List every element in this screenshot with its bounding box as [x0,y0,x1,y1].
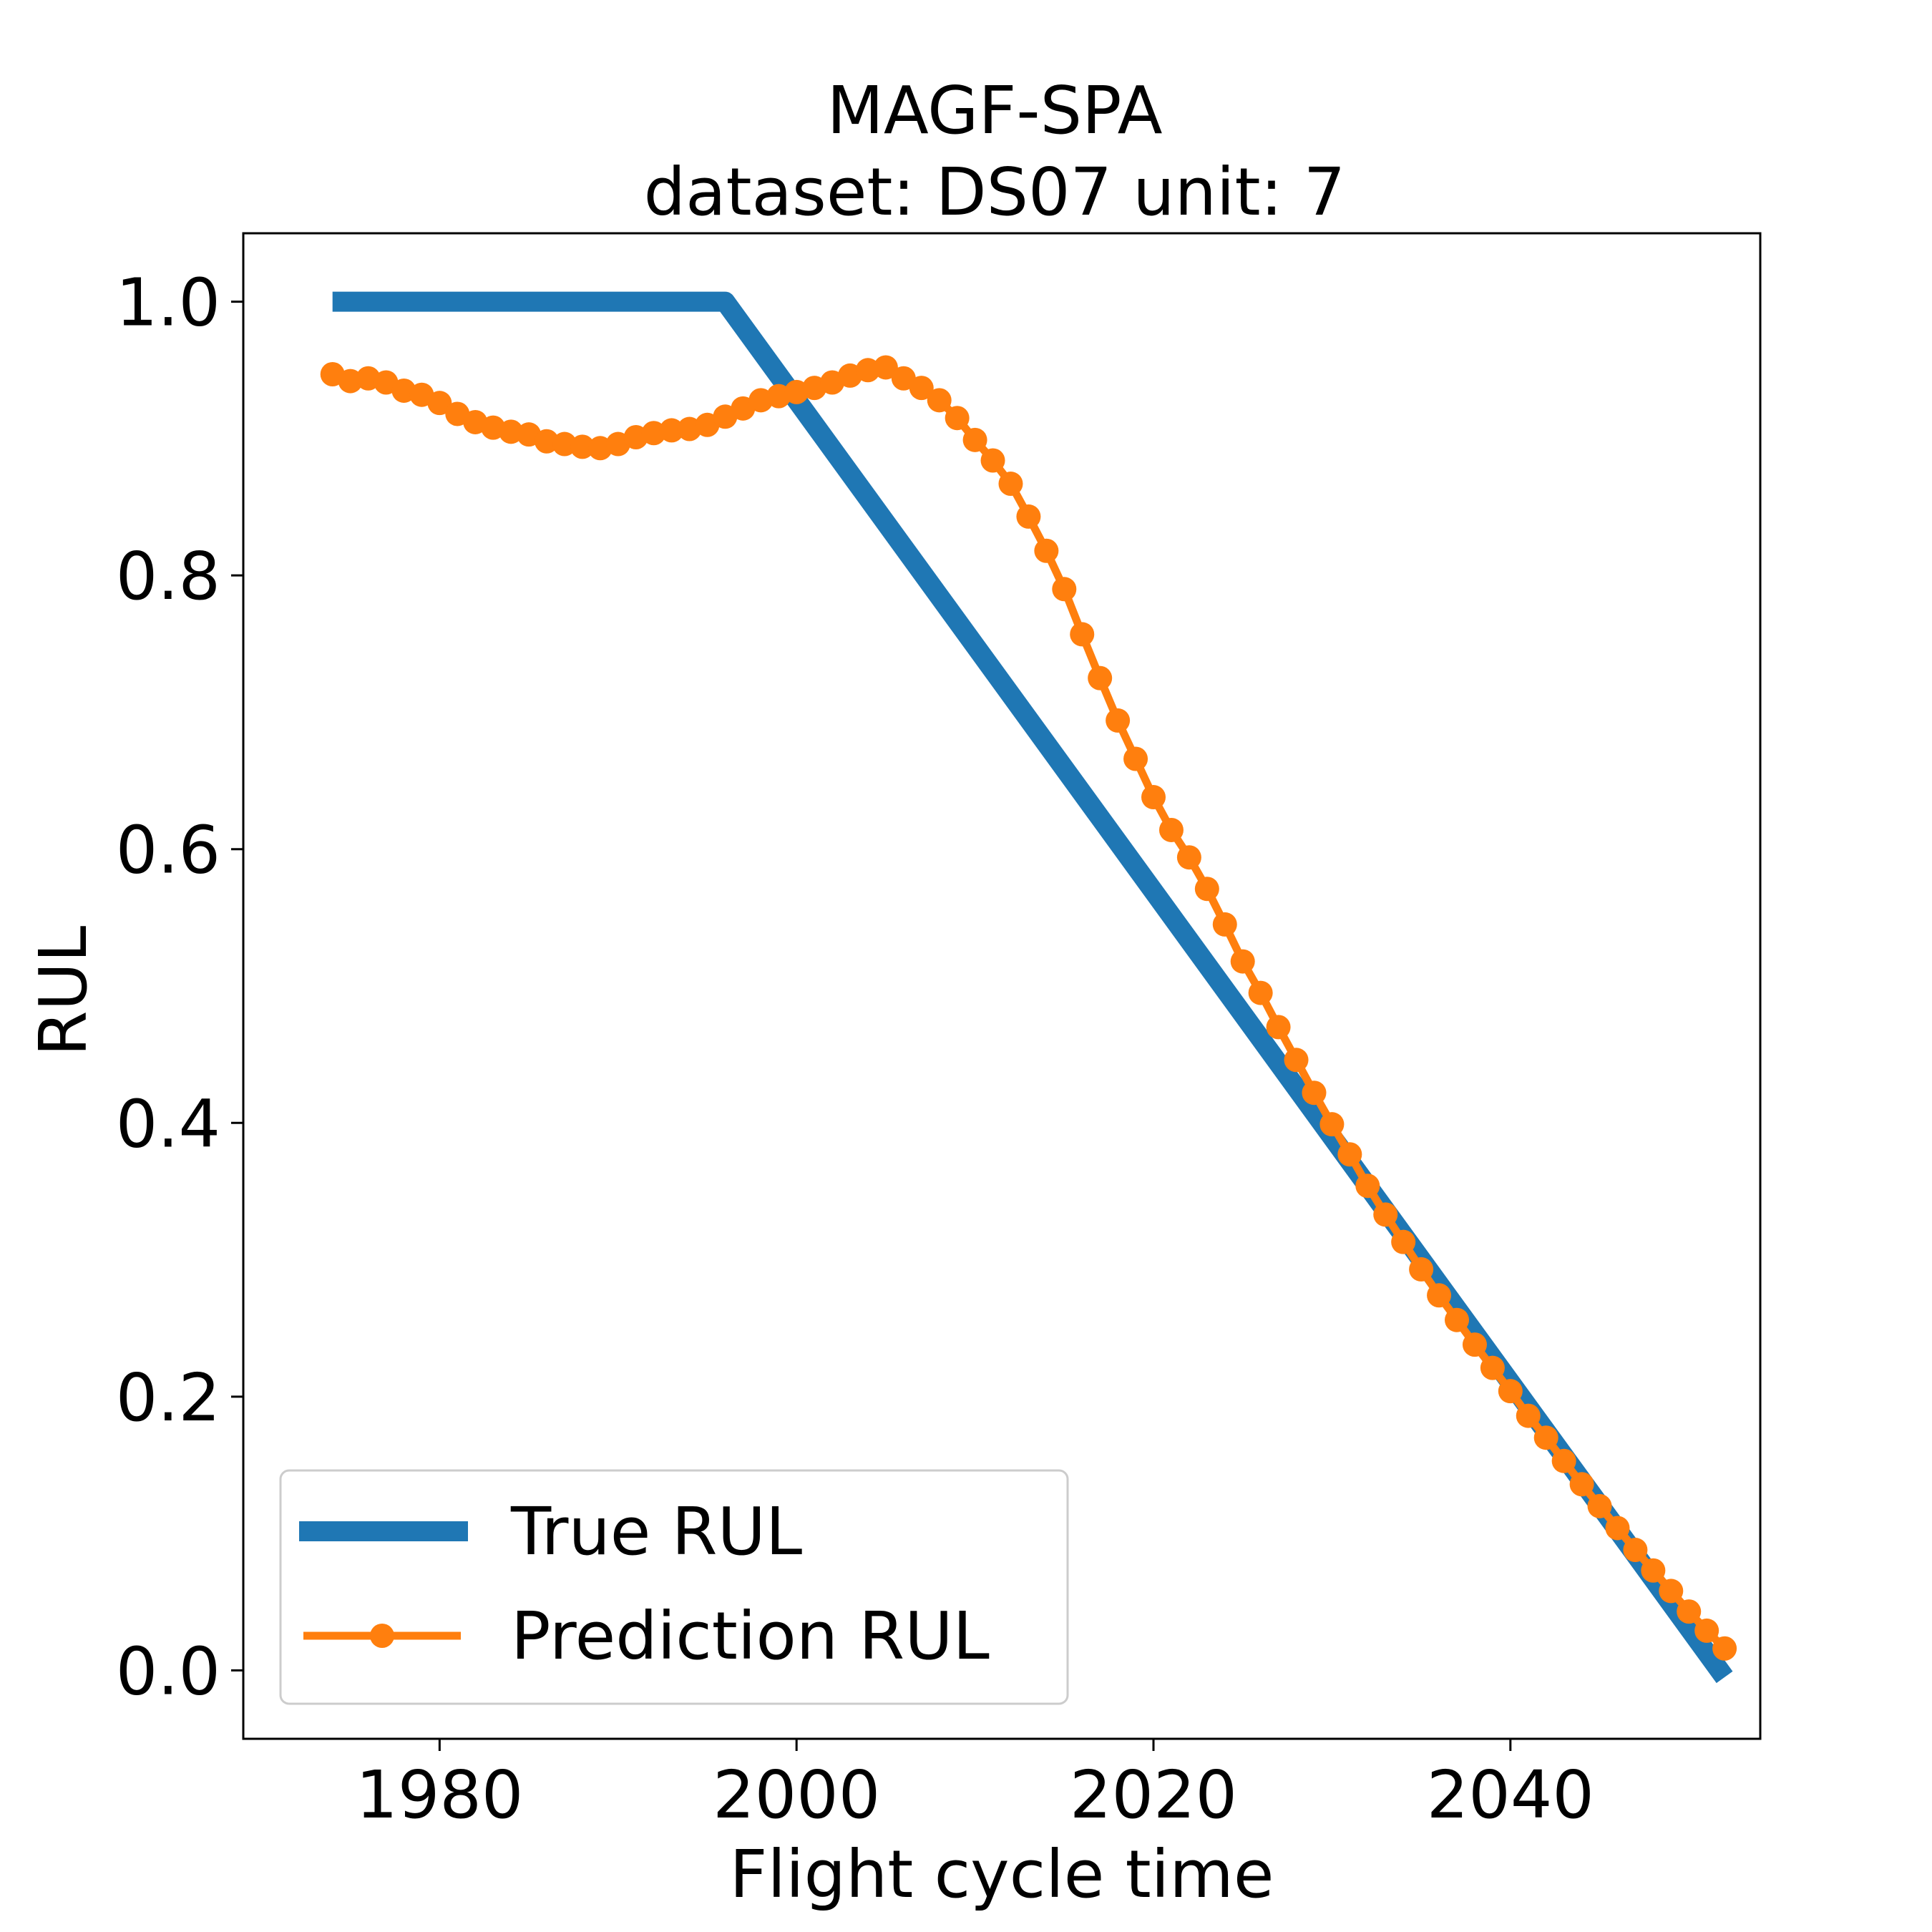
legend-box [279,1469,1069,1705]
data-point-prediction-rul [1319,1112,1345,1137]
chart-subtitle: dataset: DS07 unit: 7 [644,154,1346,230]
data-point-prediction-rul [1445,1307,1469,1332]
data-point-prediction-rul [1587,1493,1612,1518]
data-point-prediction-rul [659,418,684,443]
data-point-prediction-rul [1248,980,1273,1005]
data-point-prediction-rul [855,358,880,383]
data-point-prediction-rul [1659,1579,1684,1604]
data-point-prediction-rul [1391,1229,1416,1254]
series-line-prediction-rul [328,363,1729,1653]
legend-label-true-rul: True RUL [510,1493,802,1570]
data-point-prediction-rul [1409,1257,1434,1282]
y-tick-label: 0.2 [116,1360,220,1436]
data-point-prediction-rul [1158,817,1184,842]
data-point-prediction-rul [1516,1403,1541,1428]
y-tick-label: 0.6 [116,812,220,889]
data-point-prediction-rul [1230,949,1255,974]
data-point-prediction-rul [873,355,898,380]
data-point-prediction-rul [1194,877,1219,902]
data-point-prediction-rul [945,406,970,431]
y-axis-label: RUL [25,926,102,1057]
data-point-prediction-rul [1337,1142,1362,1167]
x-tick-label: 2020 [1070,1757,1237,1833]
data-point-prediction-rul [998,472,1023,497]
data-point-prediction-rul [1373,1202,1398,1227]
data-point-prediction-rul [1088,665,1113,691]
y-tick-label: 0.4 [116,1085,220,1162]
data-point-prediction-rul [1551,1448,1576,1473]
chart-title: MAGF-SPA [826,72,1162,149]
data-point-prediction-rul [1427,1283,1452,1308]
data-point-prediction-rul [1034,538,1059,563]
data-point-prediction-rul [1623,1538,1648,1563]
legend-label-prediction-rul: Prediction RUL [511,1598,990,1674]
data-point-prediction-rul [1123,746,1148,771]
x-axis-label: Flight cycle time [730,1836,1274,1913]
chart-titles: MAGF-SPA dataset: DS07 unit: 7 [644,72,1346,230]
data-point-prediction-rul [962,427,987,452]
data-point-prediction-rul [1641,1558,1666,1583]
data-point-prediction-rul [891,366,916,391]
data-point-prediction-rul [927,388,952,413]
data-point-prediction-rul [1605,1516,1630,1541]
data-point-prediction-rul [338,369,363,394]
data-point-prediction-rul [1533,1425,1558,1450]
y-axis: 0.0 0.2 0.4 0.6 0.8 1.0 [116,265,243,1709]
data-point-prediction-rul [1052,577,1077,602]
data-point-prediction-rul [1176,845,1201,870]
data-point-prediction-rul [499,419,524,444]
data-point-prediction-rul [570,434,595,459]
data-point-prediction-rul [980,448,1005,473]
data-point-prediction-rul [1106,708,1131,733]
data-point-prediction-rul [552,431,577,457]
data-point-prediction-rul [1302,1080,1327,1106]
y-tick-label: 1.0 [116,265,220,341]
data-point-prediction-rul [909,376,934,401]
y-tick-label: 0.8 [116,538,220,615]
legend: True RUL Prediction RUL [279,1469,1069,1705]
data-point-prediction-rul [1480,1355,1505,1380]
data-point-prediction-rul [1284,1048,1309,1073]
data-point-prediction-rul [1712,1636,1737,1661]
x-tick-label: 1980 [356,1757,523,1833]
data-point-prediction-rul [1694,1618,1719,1643]
data-point-prediction-rul [1070,622,1095,647]
plot-area [320,291,1737,1684]
y-tick-label: 0.0 [116,1633,220,1709]
data-point-prediction-rul [1569,1472,1594,1497]
x-tick-label: 2040 [1427,1757,1594,1833]
data-point-prediction-rul [1498,1379,1523,1404]
data-point-prediction-rul [1016,504,1041,529]
data-point-prediction-rul [1266,1015,1291,1040]
x-tick-label: 2000 [713,1757,880,1833]
data-point-prediction-rul [1462,1332,1487,1357]
legend-marker-prediction-rul [370,1624,394,1648]
data-point-prediction-rul [1141,785,1166,810]
data-point-prediction-rul [1355,1174,1380,1199]
data-point-prediction-rul [535,429,559,454]
data-point-prediction-rul [1677,1599,1702,1624]
plot-frame [242,232,1762,1740]
data-point-prediction-rul [1212,912,1237,937]
data-point-prediction-rul [427,391,452,416]
data-point-prediction-rul [641,421,666,446]
x-axis: 1980 2000 2020 2040 [356,1739,1594,1833]
